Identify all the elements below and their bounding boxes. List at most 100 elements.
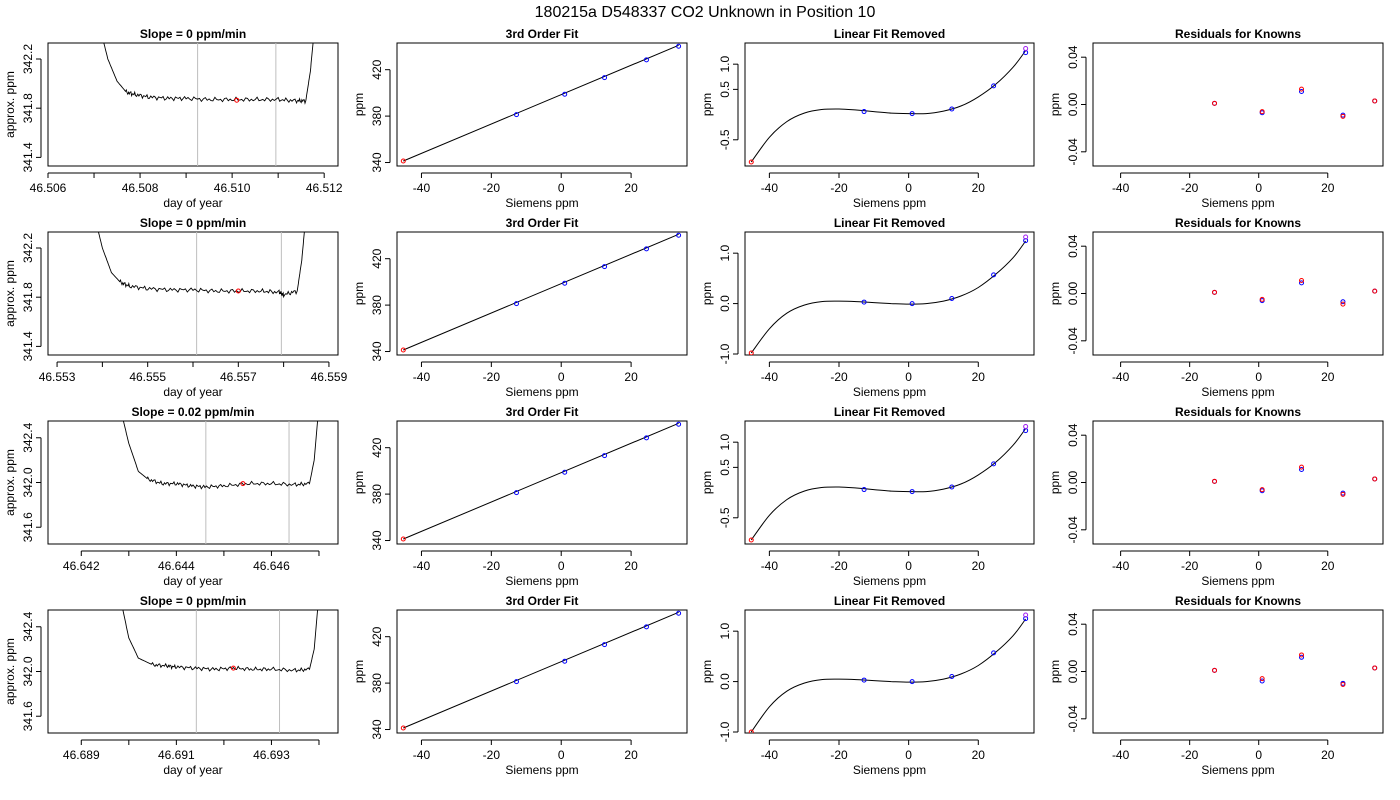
x-tick-label: 20 <box>972 559 986 573</box>
blue-data-point <box>949 674 955 680</box>
panel-slope: Slope = 0 ppm/min 46.689 46.691 46.693 341.6… <box>3 594 339 777</box>
x-axis-label: Siemens ppm <box>1201 385 1274 399</box>
x-tick-label: 0 <box>1255 181 1262 195</box>
plot-area <box>103 43 314 166</box>
y-tick-label: 0.00 <box>1066 659 1080 683</box>
x-axis-label: Siemens ppm <box>1201 196 1274 210</box>
y-axis-label: approx. ppm <box>3 449 17 516</box>
y-tick-label: 1.0 <box>718 56 732 73</box>
panel-grid: Slope = 0 ppm/min 46.506 46.508 46.510 46.51… <box>3 27 1384 777</box>
panel-title: Linear Fit Removed <box>834 216 945 230</box>
y-tick-label: -0.04 <box>1066 516 1080 544</box>
y-tick-label: -1.0 <box>718 343 732 364</box>
x-tick-label: -40 <box>413 748 431 762</box>
x-axis-label: day of year <box>163 196 222 210</box>
ppm-trace-line <box>97 232 305 299</box>
y-tick-label: 380 <box>370 106 384 126</box>
red-data-point <box>1340 491 1346 497</box>
blue-data-point <box>602 264 608 270</box>
y-axis-label: ppm <box>1048 660 1062 683</box>
blue-data-point <box>602 453 608 459</box>
x-tick-label: 46.642 <box>63 559 100 573</box>
x-tick-label: 20 <box>624 748 638 762</box>
plot-frame <box>1092 42 1384 167</box>
panel-residuals: Residuals for Knowns -40 -20 0 20 -0.04 0.00 0.… <box>1048 27 1384 210</box>
y-tick-label: 380 <box>370 295 384 315</box>
y-axis-label: ppm <box>700 660 714 683</box>
blue-data-point <box>643 624 649 630</box>
x-tick-label: 20 <box>624 370 638 384</box>
x-axis-label: Siemens ppm <box>505 574 578 588</box>
panel-fit: 3rd Order Fit -40 -20 0 20 340 380 420 Siemens p… <box>352 594 688 777</box>
x-tick-label: 46.508 <box>122 181 159 195</box>
blue-data-point <box>1299 654 1305 660</box>
blue-data-point <box>562 469 568 475</box>
x-tick-label: -40 <box>413 370 431 384</box>
x-axis-label: day of year <box>163 385 222 399</box>
panel-title: Residuals for Knowns <box>1175 216 1301 230</box>
figure-suptitle: 180215a D548337 CO2 Unknown in Position … <box>535 4 876 21</box>
red-data-point <box>1259 676 1265 682</box>
y-axis-label: ppm <box>352 93 366 116</box>
x-axis-label: day of year <box>163 763 222 777</box>
x-tick-label: -20 <box>483 559 501 573</box>
plot-frame <box>396 231 688 356</box>
x-axis-label: Siemens ppm <box>853 574 926 588</box>
red-data-point <box>400 536 406 542</box>
y-tick-label: 420 <box>370 437 384 457</box>
y-tick-label: -0.04 <box>1066 705 1080 733</box>
fit-line <box>403 233 679 351</box>
y-tick-label: -0.5 <box>718 129 732 150</box>
x-tick-label: 20 <box>624 559 638 573</box>
red-data-point <box>1259 487 1265 493</box>
blue-data-point <box>513 679 519 685</box>
x-axis-label: Siemens ppm <box>853 385 926 399</box>
blue-data-point <box>861 487 867 493</box>
plot-area <box>748 46 1029 165</box>
y-tick-label: -0.04 <box>1066 138 1080 166</box>
red-data-point <box>1299 277 1305 283</box>
y-tick-label: 0.0 <box>718 295 732 312</box>
purple-data-point <box>1023 612 1029 618</box>
blue-data-point <box>861 109 867 115</box>
plot-area <box>748 424 1029 543</box>
fit-line <box>403 44 679 162</box>
y-tick-label: 0.04 <box>1066 612 1080 636</box>
y-tick-label: 341.4 <box>21 331 35 361</box>
plot-area <box>400 43 682 164</box>
mean-marker-point <box>240 481 246 487</box>
cubic-curve <box>750 240 1027 354</box>
blue-data-point <box>991 83 997 89</box>
x-tick-label: -20 <box>830 559 848 573</box>
plot-frame <box>396 42 688 167</box>
y-tick-label: 1.0 <box>718 623 732 640</box>
blue-data-point <box>643 57 649 63</box>
x-tick-label: -20 <box>830 181 848 195</box>
blue-data-point <box>562 280 568 286</box>
y-tick-label: 341.4 <box>21 142 35 172</box>
y-tick-label: 0.0 <box>718 673 732 690</box>
panel-fit: 3rd Order Fit -40 -20 0 20 340 380 420 Siemens p… <box>352 27 688 210</box>
y-tick-label: 0.04 <box>1066 234 1080 258</box>
y-tick-label: 340 <box>370 152 384 172</box>
red-data-point <box>1372 98 1378 104</box>
y-tick-label: 420 <box>370 59 384 79</box>
y-tick-label: 380 <box>370 673 384 693</box>
y-tick-label: 342.2 <box>21 44 35 74</box>
red-data-point <box>1212 100 1218 106</box>
plot-area <box>1212 277 1378 307</box>
x-tick-label: 0 <box>905 748 912 762</box>
panel-title: Residuals for Knowns <box>1175 594 1301 608</box>
x-tick-label: -20 <box>830 370 848 384</box>
panel-slope: Slope = 0 ppm/min 46.553 46.555 46.557 46.55… <box>3 216 348 399</box>
x-tick-label: 0 <box>558 370 565 384</box>
plot-area <box>97 232 305 355</box>
blue-data-point <box>991 650 997 656</box>
y-tick-label: 0.00 <box>1066 470 1080 494</box>
blue-data-point <box>602 642 608 648</box>
blue-data-point <box>991 461 997 467</box>
x-tick-label: 46.693 <box>253 748 290 762</box>
x-tick-label: 46.510 <box>214 181 251 195</box>
x-axis-label: Siemens ppm <box>1201 574 1274 588</box>
